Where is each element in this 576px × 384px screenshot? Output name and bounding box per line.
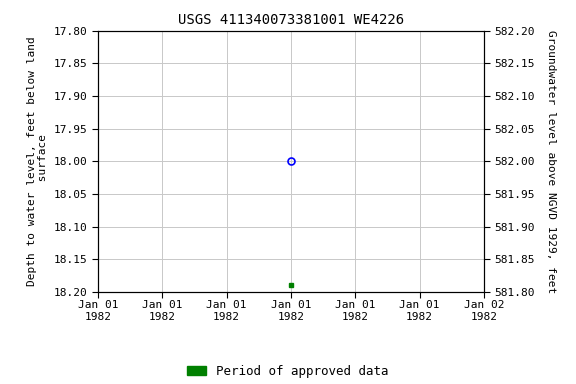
Legend: Period of approved data: Period of approved data xyxy=(187,365,389,378)
Y-axis label: Depth to water level, feet below land
 surface: Depth to water level, feet below land su… xyxy=(26,36,48,286)
Title: USGS 411340073381001 WE4226: USGS 411340073381001 WE4226 xyxy=(178,13,404,27)
Y-axis label: Groundwater level above NGVD 1929, feet: Groundwater level above NGVD 1929, feet xyxy=(546,30,556,293)
